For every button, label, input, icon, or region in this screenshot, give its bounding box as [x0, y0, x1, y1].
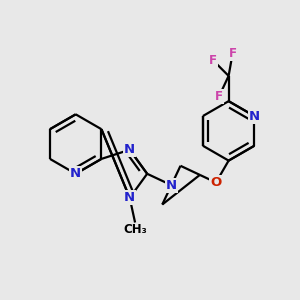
Text: CH₃: CH₃ [123, 223, 147, 236]
Text: F: F [215, 90, 223, 103]
Text: F: F [229, 47, 236, 60]
Text: N: N [70, 167, 81, 180]
Text: N: N [124, 191, 135, 204]
Text: F: F [209, 54, 217, 67]
Text: O: O [210, 176, 222, 189]
Text: N: N [166, 179, 177, 192]
Text: N: N [124, 143, 135, 156]
Text: N: N [249, 110, 260, 122]
